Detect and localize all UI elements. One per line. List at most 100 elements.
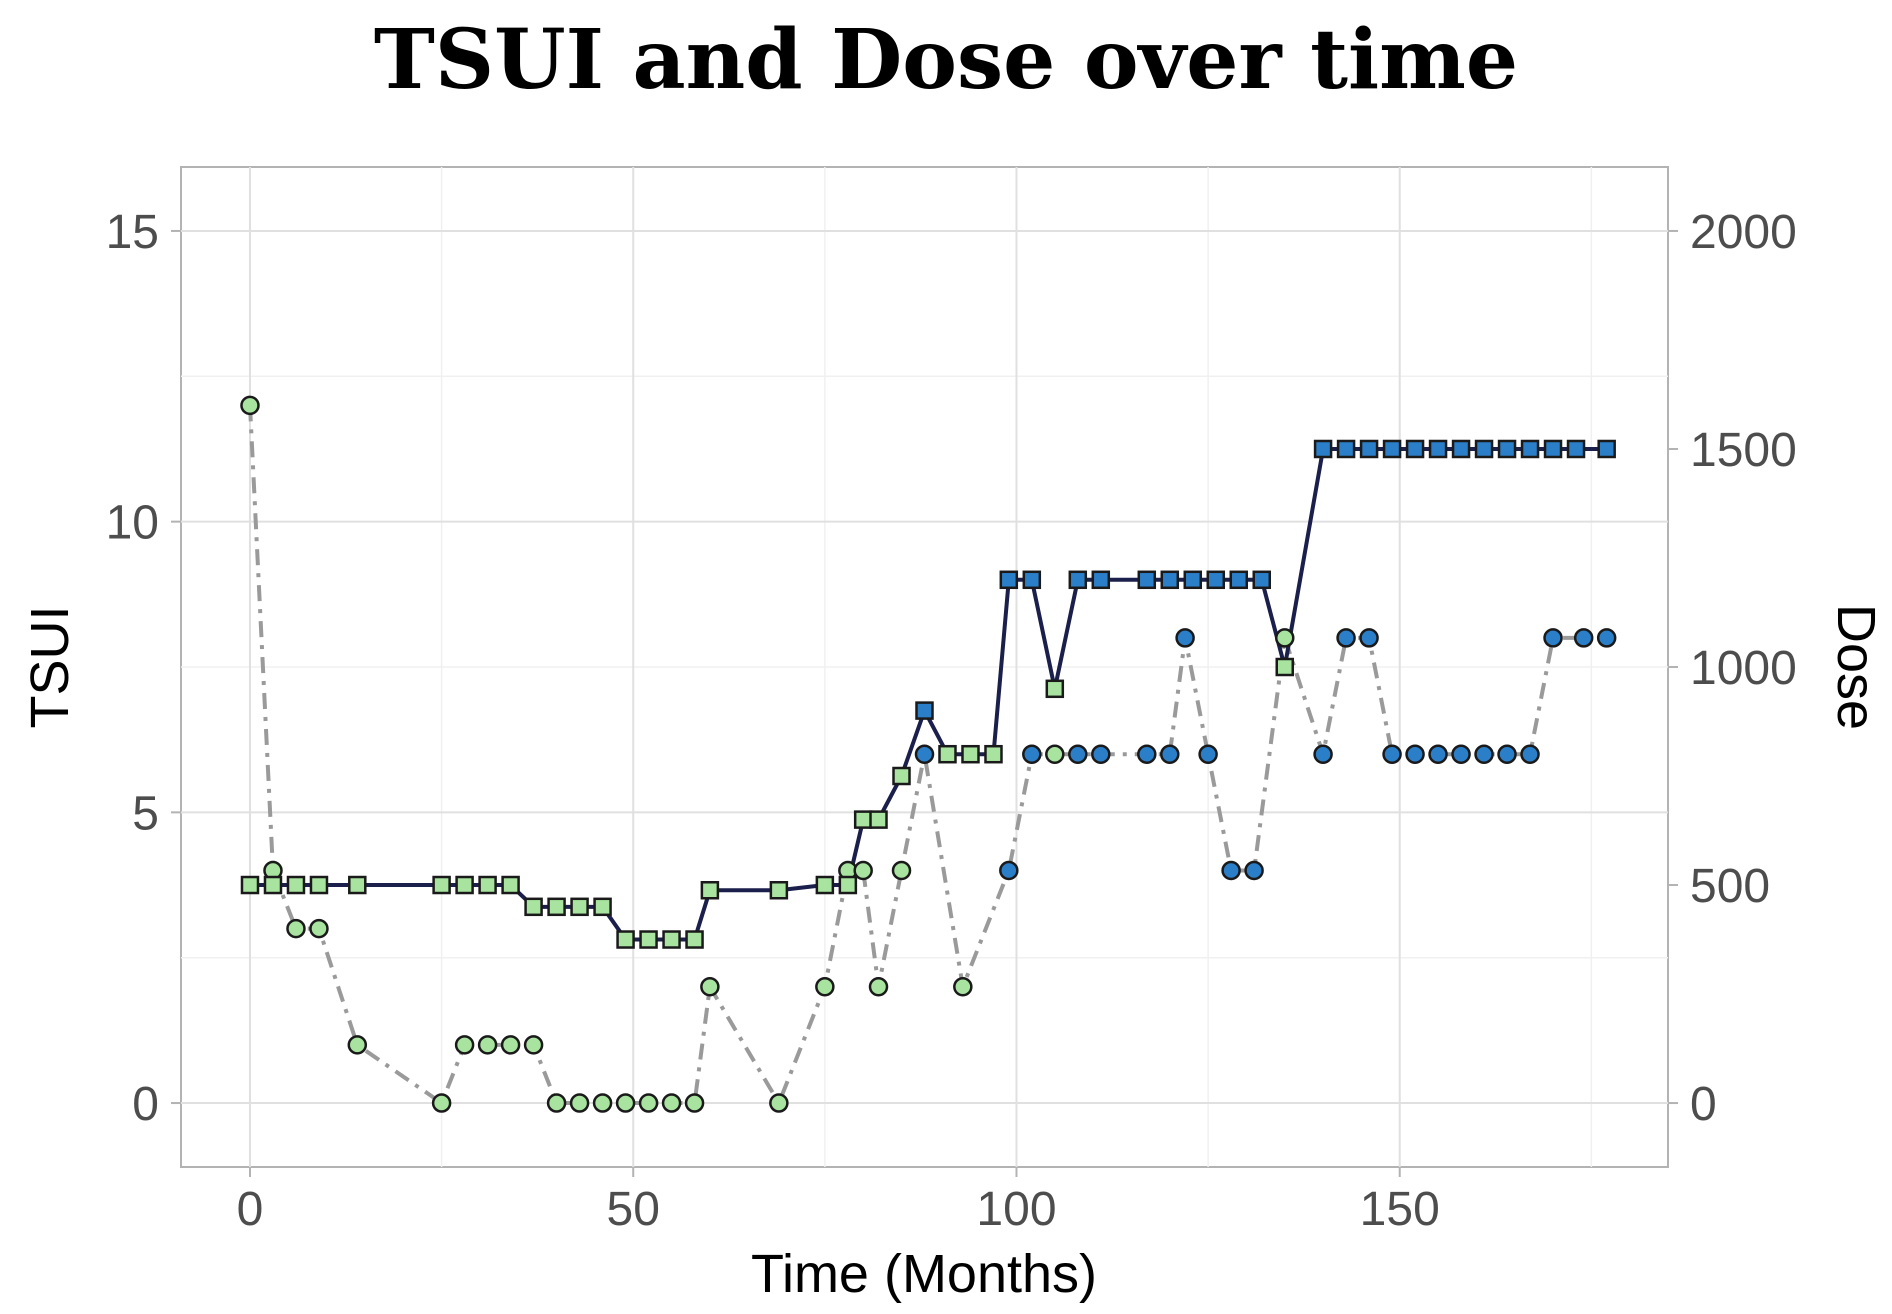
tsui-point (1474, 744, 1494, 764)
y2-tick-label: 2000 (1690, 206, 1797, 259)
dose-point (984, 744, 1003, 764)
tsui-point (815, 977, 835, 997)
tsui-point (891, 860, 912, 881)
dose-point (1428, 439, 1448, 459)
tsui-point (661, 1093, 682, 1113)
dose-point (700, 880, 720, 900)
y2-axis-title: Dose (1826, 604, 1886, 730)
tsui-point (1451, 744, 1471, 764)
y-tick-label: 10 (106, 497, 159, 550)
tsui-point (240, 395, 260, 416)
dose-point (1022, 570, 1042, 590)
dose-point (1451, 439, 1471, 459)
dose-point (1382, 439, 1402, 459)
dose-point (662, 930, 681, 949)
dose-point (524, 897, 543, 917)
major-gridlines (181, 167, 1668, 1167)
tsui-point (1428, 744, 1448, 764)
dose-point (1183, 570, 1203, 590)
dose-point (1229, 570, 1249, 590)
tsui-point (914, 744, 935, 764)
dose-point (286, 875, 306, 895)
y2-tick-label: 1000 (1690, 642, 1797, 695)
dose-point (999, 570, 1019, 590)
dose-point (1206, 570, 1226, 590)
chart-title: TSUI and Dose over time (373, 12, 1519, 108)
dose-point (639, 930, 658, 949)
dose-point (309, 875, 329, 895)
tsui-point (286, 918, 306, 939)
dose-point (570, 897, 589, 917)
dose-point (432, 875, 451, 895)
tsui-point (1244, 860, 1264, 881)
dose-point (547, 897, 566, 917)
dose-point (838, 875, 858, 895)
dose-point (240, 875, 260, 895)
tsui-point (1596, 628, 1617, 648)
tsui-point (347, 1035, 368, 1055)
y-tick-label: 0 (132, 1078, 159, 1131)
dose-point (938, 744, 957, 764)
x-axis-title: Time (Months) (751, 1244, 1097, 1304)
x-tick-label: 50 (607, 1183, 660, 1236)
dose-point (1045, 679, 1065, 699)
dose-point (1497, 439, 1517, 459)
dose-point (1091, 570, 1111, 590)
y2-tick-label: 1500 (1690, 424, 1797, 477)
x-tick-label: 150 (1360, 1183, 1440, 1236)
tsui-point (868, 977, 889, 997)
y-axis-title: TSUI (20, 605, 80, 728)
dose-point (915, 701, 934, 720)
tsui-point (1275, 628, 1295, 648)
tsui-point (1520, 744, 1540, 764)
tsui-point (615, 1093, 636, 1113)
dose-point (501, 875, 520, 895)
dose-point (1474, 439, 1494, 459)
dose-point (1359, 439, 1379, 459)
data-markers (240, 395, 1617, 1113)
tsui-point (1405, 744, 1425, 764)
tsui-point (769, 1093, 789, 1113)
tsui-point (1382, 744, 1402, 764)
dose-point (263, 875, 283, 895)
tsui-point (523, 1035, 544, 1055)
tsui-point (1359, 628, 1379, 648)
tsui-point (999, 860, 1019, 881)
dose-point (616, 930, 635, 949)
tsui-point (431, 1093, 452, 1113)
dose-point (1566, 439, 1586, 459)
dose-point (1160, 570, 1180, 590)
dose-point (455, 875, 474, 895)
tsui-point (546, 1093, 567, 1113)
dose-point (1405, 439, 1425, 459)
tsui-point (1137, 744, 1157, 764)
dose-point (961, 744, 980, 764)
tsui-point (1313, 744, 1333, 764)
tsui-point (1022, 744, 1042, 764)
tsui-point (454, 1035, 475, 1055)
dose-point (1313, 439, 1333, 459)
tsui-point (1160, 744, 1180, 764)
tsui-point (1221, 860, 1241, 881)
tsui-point (853, 860, 873, 881)
tsui-point (1175, 628, 1195, 648)
dose-point (1543, 439, 1563, 459)
tsui-point (592, 1093, 613, 1113)
y-tick-label: 5 (132, 787, 159, 840)
tsui-point (1091, 744, 1111, 764)
dose-point (1336, 439, 1356, 459)
x-tick-label: 100 (976, 1183, 1056, 1236)
dose-point (869, 810, 888, 829)
dose-point (815, 875, 835, 895)
tsui-point (700, 977, 720, 997)
dose-point (853, 810, 873, 829)
tsui-point (500, 1035, 521, 1055)
dose-point (1597, 439, 1616, 459)
tsui-point (309, 918, 329, 939)
minor-gridlines (181, 167, 1668, 1167)
tsui-point (684, 1093, 705, 1113)
dose-point (1520, 439, 1540, 459)
dose-point (1275, 657, 1295, 677)
